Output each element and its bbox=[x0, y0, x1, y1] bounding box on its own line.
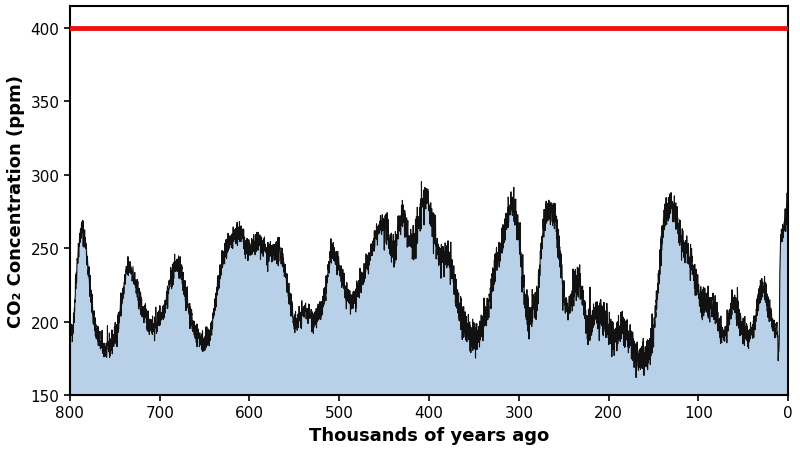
Y-axis label: CO₂ Concentration (ppm): CO₂ Concentration (ppm) bbox=[7, 75, 25, 327]
X-axis label: Thousands of years ago: Thousands of years ago bbox=[309, 426, 550, 444]
